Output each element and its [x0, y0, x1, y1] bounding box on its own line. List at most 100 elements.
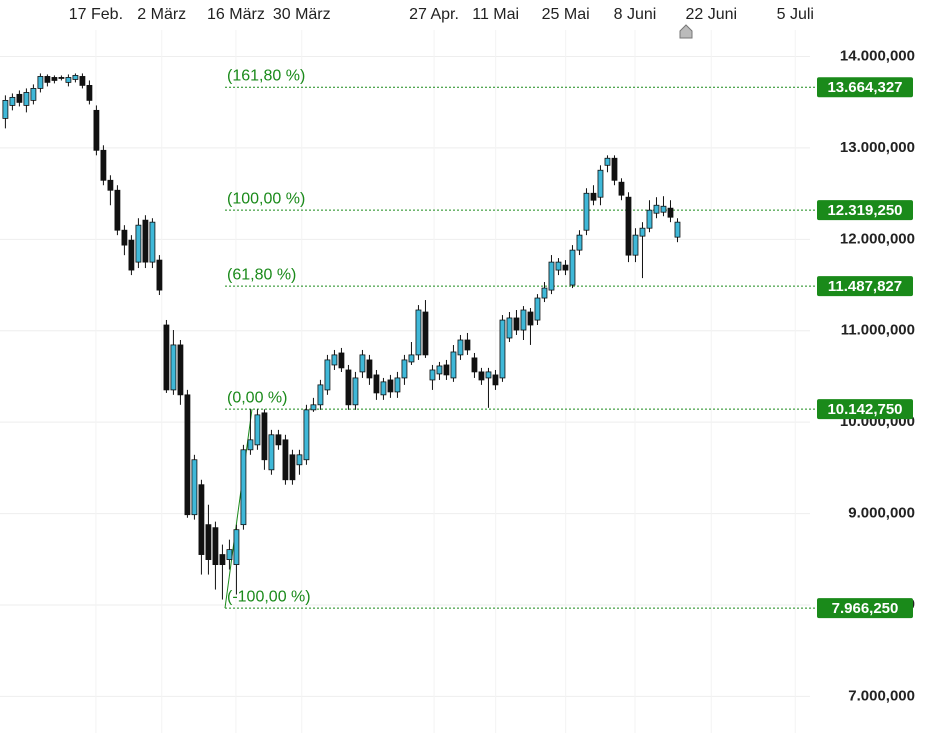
candle-body [569, 249, 576, 286]
candle-body [373, 374, 380, 394]
candle-body [457, 339, 464, 356]
candle-body [44, 76, 51, 83]
candle-body [604, 157, 611, 166]
candle-body [562, 264, 569, 271]
candle-body [534, 297, 541, 321]
candle-body [583, 192, 590, 231]
candle-body [338, 352, 345, 369]
y-tick-label: 9.000,000 [848, 505, 915, 522]
candle-body [191, 459, 198, 516]
candle-body [464, 339, 471, 351]
fib-value-tag [817, 276, 913, 297]
candle-body [261, 412, 268, 461]
candle-body [79, 76, 86, 86]
fib-value-label: 13.664,327 [827, 79, 902, 96]
candle-body [450, 351, 457, 379]
labels: 7.000,0008.000,0009.000,00010.000,00011.… [69, 6, 915, 704]
fib-level-label: (-100,00 %) [227, 588, 311, 605]
fib-value-label: 7.966,250 [832, 600, 899, 617]
candle-body [401, 359, 408, 379]
candle-body [625, 196, 632, 256]
candle-body [429, 369, 436, 381]
candle-body [163, 324, 170, 391]
candle-body [86, 84, 93, 101]
x-tick-label: 2 März [137, 6, 186, 23]
candle-body [37, 76, 44, 89]
candle-body [184, 394, 191, 516]
y-tick-label: 11.000,000 [841, 322, 915, 339]
fib-value-label: 10.142,750 [827, 401, 902, 418]
candle-body [408, 354, 415, 363]
candle-body [667, 207, 674, 218]
candle-body [303, 409, 310, 461]
candle-body [471, 357, 478, 373]
candle-body [590, 192, 597, 201]
candle-body [366, 359, 373, 379]
candle-body [436, 365, 443, 375]
candle-body [268, 434, 275, 471]
x-tick-label: 16 März [207, 6, 265, 23]
candle-body [597, 169, 604, 198]
candle-body [359, 354, 366, 373]
candle-body [443, 364, 450, 376]
candle-body [121, 229, 128, 246]
candle-body [51, 77, 58, 81]
candle-body [387, 379, 394, 393]
candle-body [548, 261, 555, 291]
candle-body [16, 93, 23, 103]
candle-body [177, 344, 184, 396]
candle-body [149, 221, 156, 263]
candle-body [506, 317, 513, 339]
x-tick-label: 25 Mai [542, 6, 590, 23]
candle-body [394, 377, 401, 393]
y-tick-label: 7.000,000 [848, 687, 915, 704]
candle-body [492, 374, 499, 386]
candle-body [576, 234, 583, 251]
candle-body [618, 181, 625, 196]
candle-body [296, 454, 303, 466]
y-tick-label: 12.000,000 [840, 230, 915, 247]
candle-body [93, 109, 100, 151]
levels [224, 86, 815, 609]
candle-body [422, 311, 429, 356]
candle-body [541, 287, 548, 299]
candle-body [30, 88, 37, 101]
date-marker[interactable] [679, 24, 693, 39]
candle-body [653, 204, 660, 214]
fib-value-tag [817, 200, 913, 221]
candle-body [660, 205, 667, 213]
candle-body [513, 317, 520, 331]
candle-body [247, 439, 254, 451]
fib-value-label: 11.487,827 [828, 278, 902, 295]
candle-body [499, 319, 506, 379]
fib-level-label: (0,00 %) [227, 389, 287, 406]
candle-body [107, 179, 114, 191]
candle-body [674, 221, 681, 238]
candle-body [646, 209, 653, 229]
fib-anchor-line [224, 409, 253, 609]
candle-body [58, 77, 65, 79]
x-tick-label: 27 Apr. [409, 6, 459, 23]
candle-body [233, 529, 240, 566]
fib-level-label: (161,80 %) [227, 67, 305, 84]
candle-body [317, 384, 324, 406]
candle-body [72, 75, 79, 80]
x-tick-label: 8 Juni [614, 6, 657, 23]
fib-value-tag [817, 77, 913, 98]
candle-body [170, 344, 177, 391]
candle-body [310, 404, 317, 411]
candle-body [254, 414, 261, 446]
candle-body [527, 311, 534, 326]
candle-body [415, 309, 422, 356]
candle-body [156, 259, 163, 291]
candle-body [212, 527, 219, 566]
candle-body [135, 224, 142, 263]
x-tick-label: 30 März [273, 6, 331, 23]
candle-body [65, 77, 72, 83]
candle-body [100, 149, 107, 181]
fib-level-label: (61,80 %) [227, 266, 296, 283]
candle-body [219, 554, 226, 566]
candle-body [632, 234, 639, 256]
candle-body [611, 157, 618, 181]
